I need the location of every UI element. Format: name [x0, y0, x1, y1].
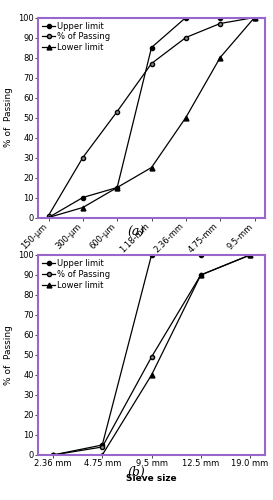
Lower limit — [115, 184, 119, 190]
Lower limit — [51, 452, 55, 458]
Line: Lower limit: Lower limit — [46, 15, 257, 220]
Upper limit — [248, 252, 252, 258]
% of Passing — [253, 14, 256, 20]
Line: Upper limit: Upper limit — [51, 253, 252, 457]
Upper limit — [219, 14, 222, 20]
X-axis label: Sieve size: Sieve size — [126, 260, 177, 270]
Upper limit — [199, 252, 202, 258]
% of Passing — [150, 354, 153, 360]
Lower limit — [150, 372, 153, 378]
Lower limit — [219, 54, 222, 60]
Upper limit — [150, 252, 153, 258]
% of Passing — [81, 154, 84, 160]
% of Passing — [51, 452, 55, 458]
Upper limit — [47, 214, 50, 220]
Upper limit — [150, 44, 153, 51]
Text: (a): (a) — [128, 226, 145, 239]
Lower limit — [199, 272, 202, 278]
Text: (b): (b) — [127, 466, 146, 479]
Legend: Upper limit, % of Passing, Lower limit: Upper limit, % of Passing, Lower limit — [41, 20, 112, 54]
Line: Lower limit: Lower limit — [51, 252, 253, 458]
Lower limit — [101, 452, 104, 458]
Upper limit — [253, 14, 256, 20]
% of Passing — [184, 34, 188, 40]
Line: % of Passing: % of Passing — [51, 253, 252, 457]
X-axis label: Sieve size: Sieve size — [126, 474, 177, 482]
Legend: Upper limit, % of Passing, Lower limit: Upper limit, % of Passing, Lower limit — [41, 258, 112, 291]
Y-axis label: % of  Passing: % of Passing — [4, 325, 13, 385]
% of Passing — [47, 212, 50, 218]
Lower limit — [248, 252, 252, 258]
% of Passing — [219, 20, 222, 26]
Upper limit — [81, 194, 84, 200]
Lower limit — [47, 214, 50, 220]
Lower limit — [150, 164, 153, 170]
% of Passing — [248, 252, 252, 258]
Upper limit — [184, 14, 188, 20]
Upper limit — [115, 184, 119, 190]
Line: % of Passing: % of Passing — [46, 16, 257, 218]
% of Passing — [115, 108, 119, 114]
Upper limit — [101, 442, 104, 448]
Lower limit — [184, 114, 188, 120]
Y-axis label: % of  Passing: % of Passing — [4, 88, 13, 148]
Upper limit — [51, 452, 55, 458]
% of Passing — [199, 272, 202, 278]
% of Passing — [150, 60, 153, 66]
Line: Upper limit: Upper limit — [46, 16, 257, 220]
Lower limit — [81, 204, 84, 210]
% of Passing — [101, 444, 104, 450]
Lower limit — [253, 14, 256, 20]
